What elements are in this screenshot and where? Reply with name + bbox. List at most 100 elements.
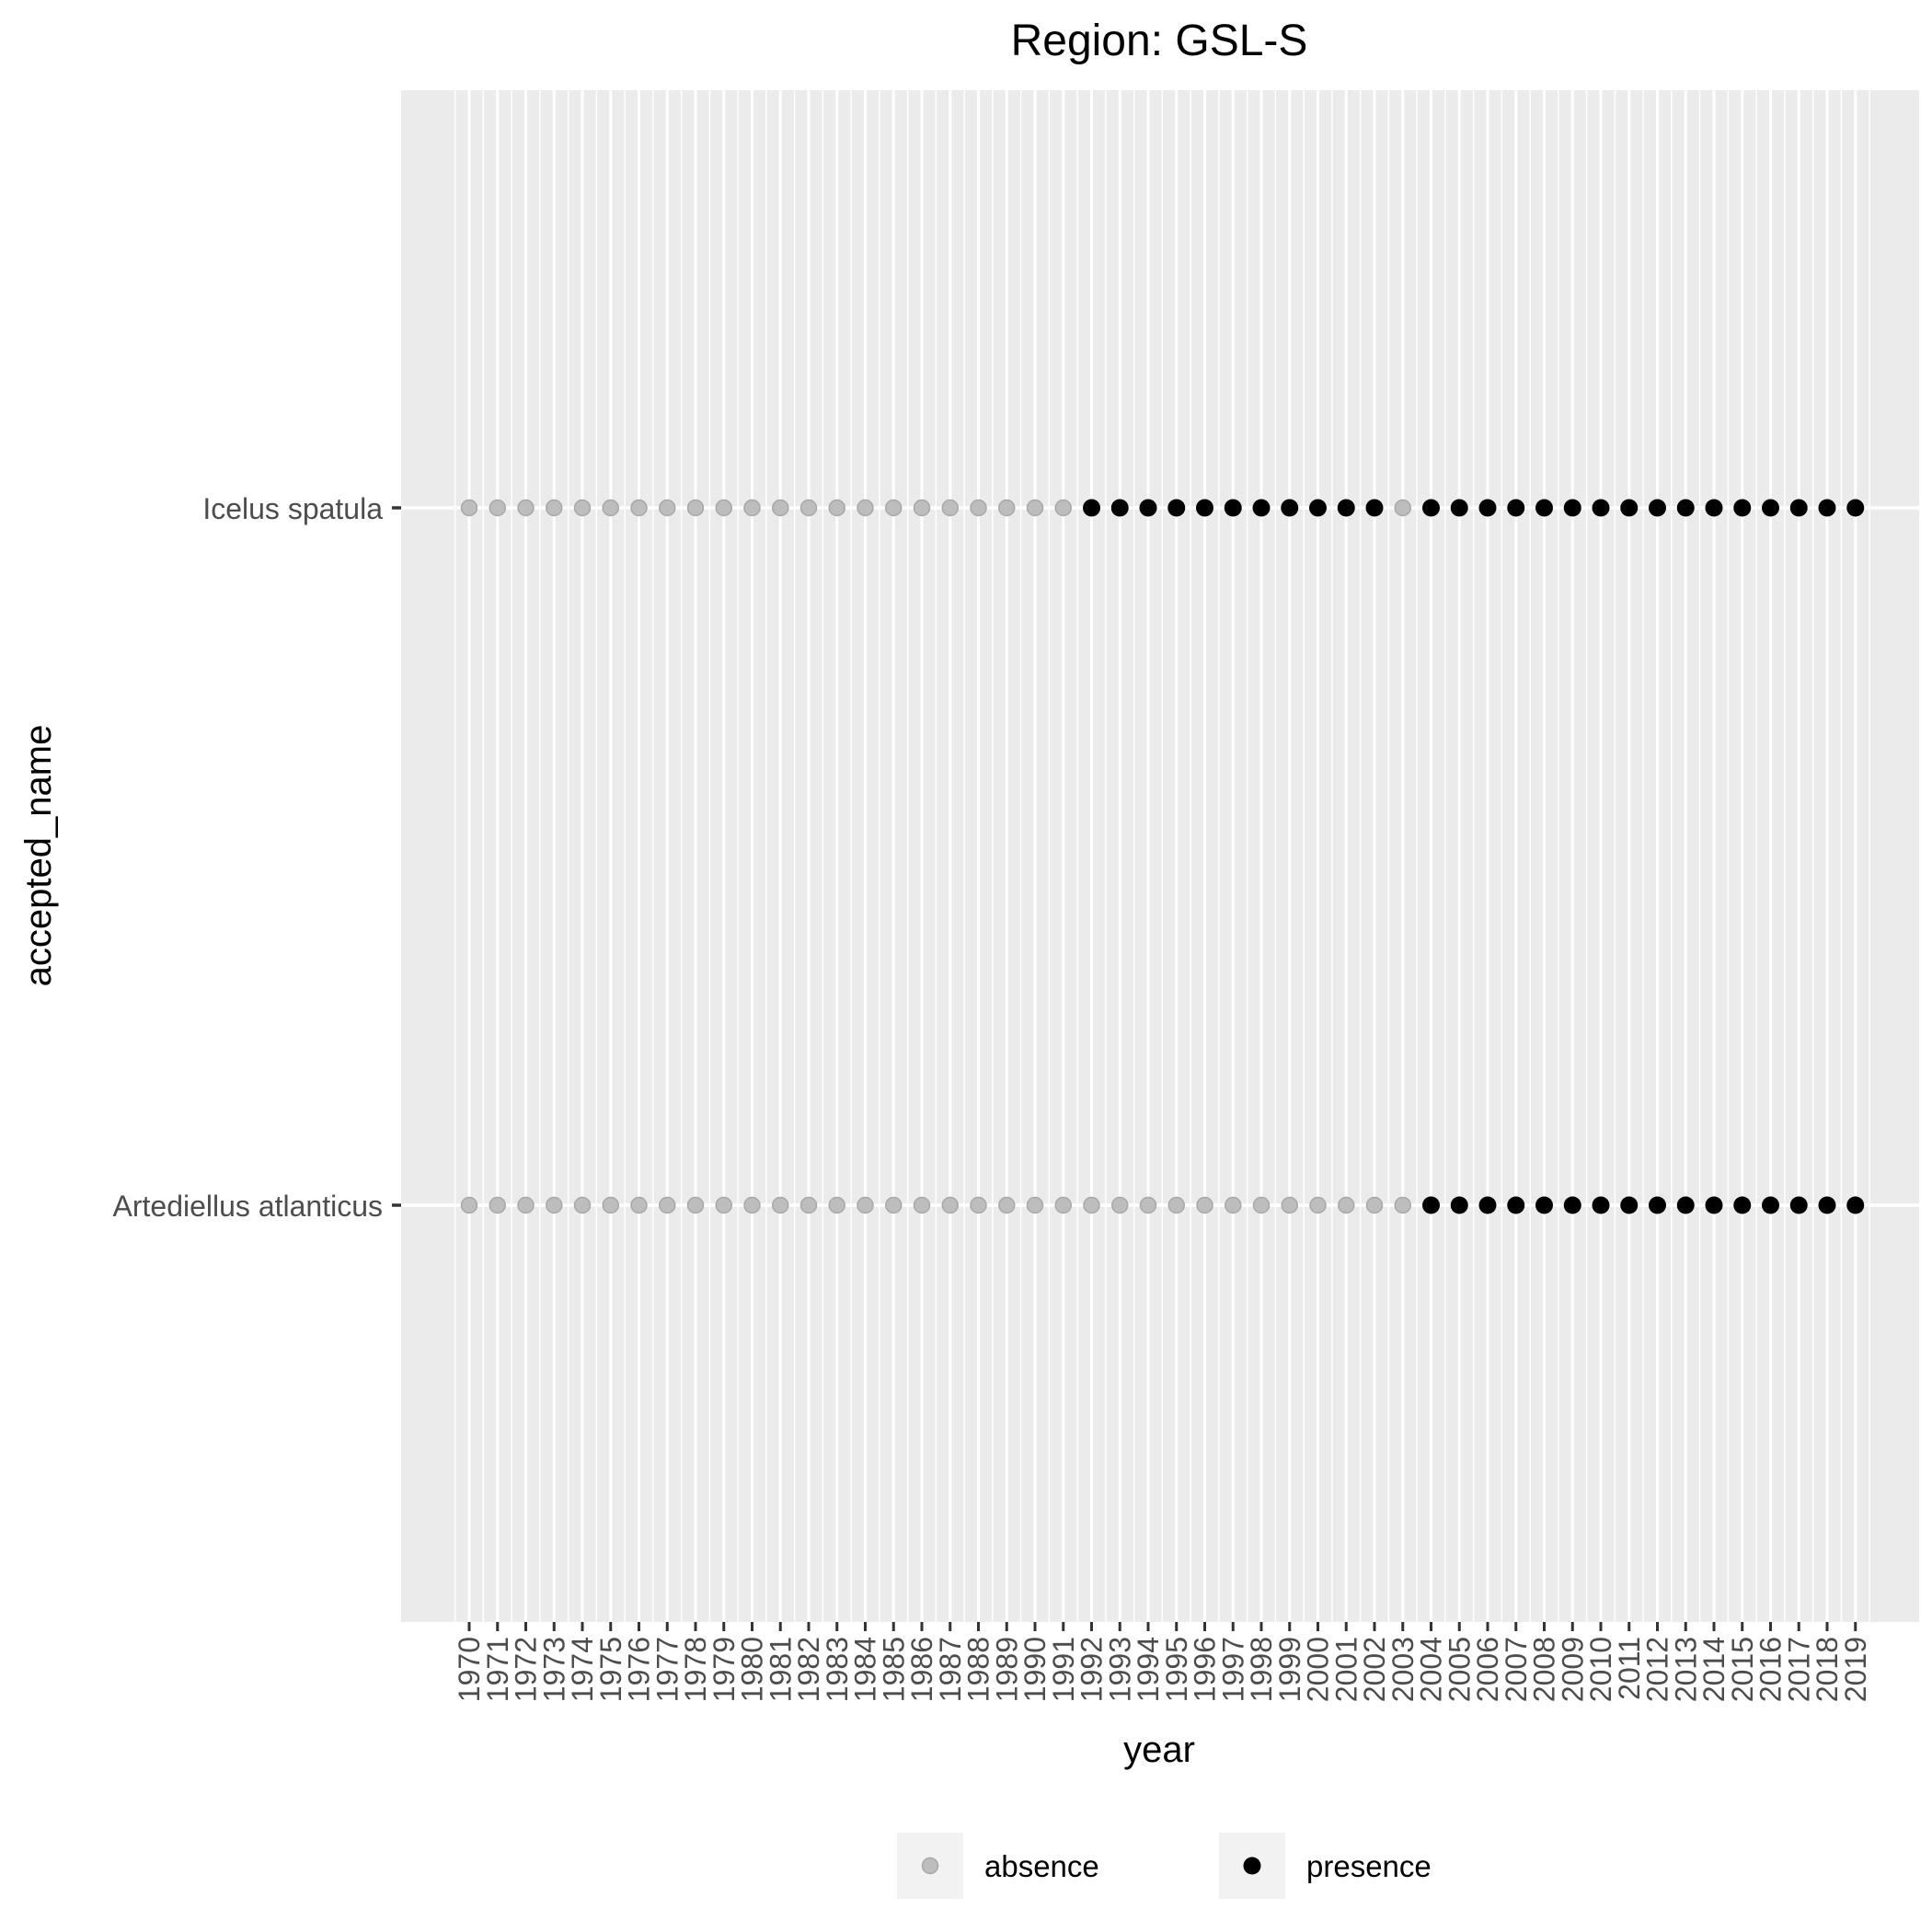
x-tick-label: 2008	[1528, 1637, 1561, 1702]
x-tick-label: 1985	[877, 1637, 910, 1702]
x-tick-label: 1996	[1189, 1637, 1222, 1702]
point-absence	[885, 499, 903, 517]
point-absence	[1083, 1196, 1100, 1214]
x-tick-label: 1994	[1132, 1637, 1165, 1702]
legend-symbol-presence	[1243, 1857, 1261, 1875]
x-tick-label: 1990	[1018, 1637, 1052, 1702]
x-tick-label: 2016	[1754, 1637, 1788, 1702]
x-tick-label: 1991	[1047, 1637, 1080, 1702]
point-absence	[828, 1196, 845, 1214]
point-presence	[1083, 499, 1100, 517]
x-tick-label: 2003	[1386, 1637, 1420, 1702]
point-absence	[602, 499, 619, 517]
point-absence	[630, 1196, 648, 1214]
point-absence	[1338, 1196, 1355, 1214]
x-tick-label: 2014	[1697, 1637, 1731, 1702]
x-tick-label: 1972	[510, 1637, 543, 1702]
x-tick-label: 1992	[1075, 1637, 1109, 1702]
point-absence	[913, 499, 931, 517]
point-presence	[1110, 499, 1129, 517]
point-absence	[489, 499, 506, 517]
point-absence	[659, 499, 676, 517]
point-absence	[460, 499, 478, 517]
x-tick-label: 1974	[566, 1637, 599, 1702]
point-absence	[1394, 499, 1411, 517]
point-presence	[1507, 499, 1525, 517]
point-absence	[1394, 1196, 1411, 1214]
point-presence	[1676, 499, 1695, 517]
point-absence	[970, 499, 987, 517]
x-tick-label: 1975	[594, 1637, 627, 1702]
x-tick-label: 1981	[764, 1637, 797, 1702]
point-presence	[1620, 499, 1639, 517]
point-absence	[828, 499, 845, 517]
point-absence	[546, 499, 563, 517]
x-tick-label: 1971	[481, 1637, 514, 1702]
point-presence	[1620, 1196, 1639, 1214]
x-tick-label: 1995	[1160, 1637, 1193, 1702]
point-absence	[1054, 499, 1072, 517]
x-tick-label: 1973	[537, 1637, 570, 1702]
point-absence	[517, 1196, 535, 1214]
point-presence	[1818, 1196, 1836, 1214]
point-absence	[970, 1196, 987, 1214]
x-tick-label: 1980	[736, 1637, 769, 1702]
x-tick-label: 1978	[679, 1637, 712, 1702]
x-tick-label: 1977	[650, 1637, 684, 1702]
point-absence	[517, 499, 535, 517]
point-absence	[743, 1196, 761, 1214]
point-absence	[1026, 1196, 1044, 1214]
point-absence	[1139, 1196, 1157, 1214]
x-tick-label: 2007	[1500, 1637, 1533, 1702]
x-tick-label: 2013	[1669, 1637, 1702, 1702]
point-absence	[941, 499, 959, 517]
x-axis-label: year	[1123, 1730, 1195, 1770]
point-presence	[1705, 499, 1723, 517]
x-tick-label: 2009	[1556, 1637, 1589, 1702]
data-points	[460, 499, 1865, 1214]
x-tick-label: 2010	[1584, 1637, 1617, 1702]
point-absence	[715, 499, 732, 517]
legend-label-presence: presence	[1306, 1849, 1432, 1883]
point-presence	[1762, 1196, 1779, 1214]
legend-symbol-absence	[921, 1857, 939, 1875]
x-tick-label: 2005	[1443, 1637, 1476, 1702]
x-tick-label: 1986	[905, 1637, 938, 1702]
point-absence	[772, 1196, 789, 1214]
point-presence	[1167, 499, 1186, 517]
point-presence	[1422, 499, 1440, 517]
point-absence	[799, 1196, 818, 1214]
point-presence	[1281, 499, 1299, 517]
x-tick-label: 1993	[1103, 1637, 1136, 1702]
chart-title: Region: GSL-S	[1011, 17, 1308, 65]
point-absence	[1111, 1196, 1129, 1214]
point-presence	[1592, 499, 1610, 517]
point-presence	[1649, 499, 1666, 517]
point-presence	[1818, 499, 1836, 517]
x-tick-label: 1970	[453, 1637, 486, 1702]
point-presence	[1762, 499, 1779, 517]
x-tick-label: 2000	[1302, 1637, 1335, 1702]
point-absence	[686, 499, 705, 517]
point-absence	[1281, 1196, 1298, 1214]
point-presence	[1450, 499, 1468, 517]
point-presence	[1252, 499, 1271, 517]
legend: absence presence	[897, 1833, 1432, 1899]
x-tick-label: 2011	[1613, 1637, 1646, 1700]
point-absence	[573, 499, 592, 517]
point-absence	[857, 499, 874, 517]
y-tick-label: Artediellus atlanticus	[113, 1190, 383, 1223]
point-presence	[1535, 1196, 1553, 1214]
x-tick-label: 2019	[1839, 1637, 1872, 1702]
x-tick-label: 2001	[1329, 1637, 1363, 1702]
point-absence	[546, 1196, 563, 1214]
y-tick-label: Icelus spatula	[202, 492, 383, 525]
point-absence	[489, 1196, 506, 1214]
point-presence	[1224, 499, 1242, 517]
x-tick-label: 1997	[1216, 1637, 1249, 1702]
x-tick-label: 1999	[1273, 1637, 1306, 1702]
point-presence	[1789, 499, 1808, 517]
point-presence	[1535, 499, 1553, 517]
point-presence	[1649, 1196, 1666, 1214]
